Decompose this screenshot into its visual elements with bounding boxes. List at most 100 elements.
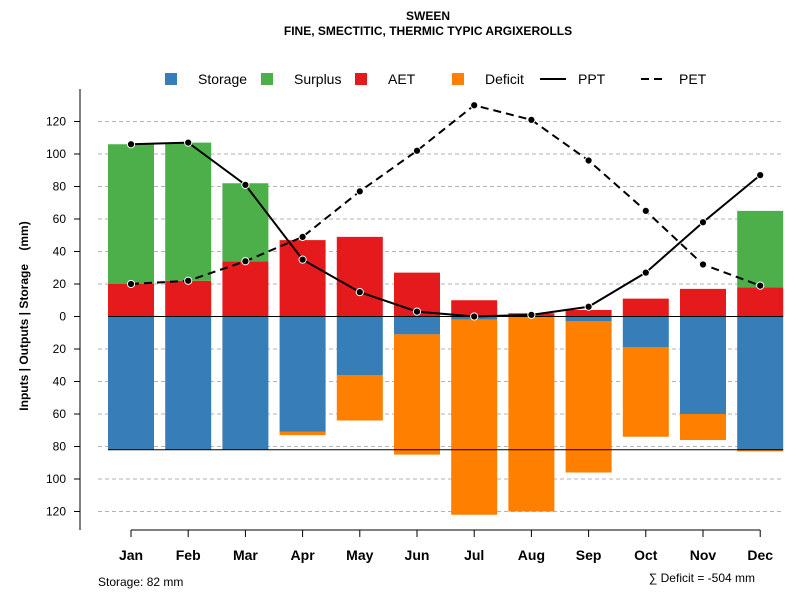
y-tick-label: 80 [53, 180, 67, 194]
bar-aet-oct [622, 298, 669, 317]
legend-label-ppt: PPT [578, 71, 606, 87]
point-ppt-may [355, 288, 364, 297]
x-tick-label-oct: Oct [634, 547, 658, 563]
bar-surplus-mar [222, 183, 269, 262]
point-pet-may [355, 187, 364, 196]
y-axis-label: Inputs | Outputs | Storage (mm) [17, 221, 31, 410]
y-tick-label: 120 [46, 505, 66, 519]
x-tick-label-may: May [346, 547, 373, 563]
x-tick-label-jan: Jan [119, 547, 143, 563]
y-tick-label: 40 [53, 375, 67, 389]
x-tick-label-nov: Nov [690, 547, 717, 563]
bar-aet-nov [680, 288, 726, 317]
legend-label-deficit: Deficit [485, 71, 524, 87]
bar-deficit-nov [680, 414, 726, 440]
chart-subtitle: FINE, SMECTITIC, THERMIC TYPIC ARGIXEROL… [284, 24, 572, 38]
y-tick-label: 60 [53, 212, 67, 226]
x-tick-label-dec: Dec [747, 547, 773, 563]
point-ppt-jan [126, 140, 136, 149]
legend-swatch-storage [165, 73, 177, 85]
point-pet-aug [527, 115, 536, 124]
point-ppt-aug [527, 310, 536, 319]
y-tick-label: 100 [46, 147, 66, 161]
bar-aet-apr [279, 240, 326, 317]
axes: 120 100 80 60 40 20 0 20 40 60 80 100 120 Jan Feb Mar Ap… [46, 89, 784, 563]
bar-aet-sep [565, 310, 612, 317]
x-tick-label-jul: Jul [464, 547, 484, 563]
bar-storage-apr [279, 316, 326, 432]
x-tick-label-aug: Aug [518, 547, 545, 563]
point-pet-mar [241, 257, 250, 266]
x-tick-label-apr: Apr [291, 547, 316, 563]
bar-storage-jan [108, 316, 154, 450]
bar-surplus-feb [165, 142, 212, 281]
y-tick-label: 120 [46, 115, 66, 129]
bar-storage-nov [680, 316, 726, 414]
bar-deficit-oct [622, 347, 669, 437]
bar-deficit-apr [279, 431, 326, 436]
x-tick-label-mar: Mar [233, 547, 258, 563]
point-ppt-oct [641, 268, 650, 277]
point-ppt-jun [412, 307, 422, 316]
bar-deficit-aug [508, 316, 555, 512]
bar-storage-dec [737, 316, 784, 450]
bar-storage-jun [394, 316, 440, 335]
bar-storage-mar [222, 316, 269, 450]
bar-deficit-jun [394, 334, 440, 455]
point-pet-feb [184, 276, 193, 285]
point-pet-dec [756, 281, 765, 290]
bar-aet-mar [222, 261, 269, 317]
point-pet-jun [412, 146, 422, 155]
chart-title: SWEEN [406, 9, 450, 23]
y-tick-label: 20 [53, 342, 67, 356]
bar-deficit-dec [737, 449, 784, 452]
bar-aet-may [336, 236, 383, 317]
x-tick-label-sep: Sep [576, 547, 602, 563]
legend-swatch-surplus [261, 73, 273, 85]
bar-aet-feb [165, 280, 212, 317]
bar-deficit-jul [451, 319, 498, 515]
y-tick-label: 0 [59, 310, 66, 324]
legend-label-surplus: Surplus [294, 71, 341, 87]
point-ppt-nov [698, 218, 708, 227]
series-lines [126, 101, 765, 321]
bar-storage-may [336, 316, 383, 375]
bar-aet-jan [108, 284, 154, 317]
point-pet-sep [584, 156, 593, 165]
legend-swatch-deficit [452, 73, 464, 85]
bar-storage-sep [565, 316, 612, 322]
line-ppt [130, 141, 761, 318]
y-tick-label: 100 [46, 472, 66, 486]
bar-storage-oct [622, 316, 669, 348]
point-ppt-dec [756, 171, 765, 180]
point-ppt-apr [298, 255, 307, 264]
bar-aet-dec [737, 287, 784, 317]
point-pet-nov [698, 260, 708, 269]
bar-deficit-sep [565, 321, 612, 473]
legend-swatch-aet [355, 73, 367, 85]
storage-annotation: Storage: 82 mm [98, 575, 183, 589]
bar-surplus-dec [737, 210, 784, 288]
y-tick-label: 60 [53, 407, 67, 421]
x-tick-label-feb: Feb [176, 547, 201, 563]
legend-label-pet: PET [679, 71, 707, 87]
point-ppt-sep [584, 302, 593, 311]
bar-deficit-may [336, 375, 383, 421]
legend: Storage Surplus AET Deficit PPT PET [165, 71, 707, 87]
bar-surplus-jan [108, 144, 154, 284]
point-ppt-feb [184, 138, 193, 147]
x-tick-label-jun: Jun [405, 547, 430, 563]
y-tick-label: 20 [53, 277, 67, 291]
point-pet-jul [470, 101, 479, 110]
point-pet-jan [126, 279, 136, 289]
point-ppt-jul [470, 312, 479, 321]
legend-label-aet: AET [388, 71, 416, 87]
legend-label-storage: Storage [198, 71, 247, 87]
point-ppt-mar [241, 180, 250, 189]
bar-storage-feb [165, 316, 212, 450]
deficit-annotation: ∑ Deficit = -504 mm [649, 571, 755, 585]
y-tick-label: 80 [53, 440, 67, 454]
bar-aet-jul [451, 300, 498, 317]
y-tick-label: 40 [53, 245, 67, 259]
